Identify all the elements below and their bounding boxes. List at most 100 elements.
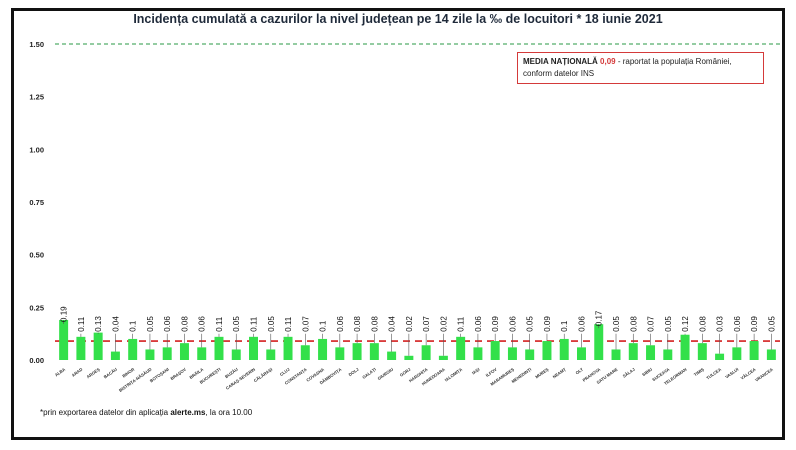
category-label-21: GORJ	[399, 366, 412, 377]
bar-25	[473, 347, 483, 360]
category-label-30: NEAMȚ	[552, 366, 567, 379]
value-label-38: 0.08	[698, 316, 707, 332]
value-label-5: 0.1	[129, 320, 138, 332]
footnote: *prin exportarea datelor din aplicația a…	[40, 408, 252, 417]
category-label-20: GIURGIU	[377, 367, 395, 381]
category-label-13: CĂLĂRAȘI	[253, 367, 274, 384]
bar-32	[594, 324, 604, 360]
bar-35	[646, 345, 656, 360]
y-tick-label: 1.25	[29, 93, 44, 102]
category-label-3: ARGEȘ	[86, 367, 101, 380]
bar-29	[542, 341, 552, 360]
category-label-8: BRAȘOV	[169, 367, 187, 381]
y-tick-label: 1.00	[29, 145, 44, 154]
footnote-source: alerte.ms	[170, 408, 206, 417]
bar-18	[352, 343, 362, 360]
category-label-31: OLT	[575, 366, 585, 375]
value-label-16: 0.1	[319, 320, 328, 332]
category-label-19: GALAȚI	[361, 367, 377, 380]
category-label-7: BOTOȘANI	[149, 367, 170, 384]
bar-2	[76, 336, 86, 360]
category-label-42: VRANCEA	[754, 367, 774, 383]
bar-15	[300, 345, 310, 360]
bar-5	[128, 338, 138, 360]
category-label-39: TULCEA	[705, 367, 722, 381]
bar-8	[179, 343, 189, 360]
bar-17	[335, 347, 345, 360]
value-label-42: 0.05	[767, 316, 776, 332]
footnote-suffix: , la ora 10.00	[205, 408, 253, 417]
value-label-40: 0.06	[733, 316, 742, 332]
value-label-13: 0.05	[267, 316, 276, 332]
value-label-6: 0.05	[146, 316, 155, 332]
value-label-41: 0.09	[750, 316, 759, 332]
category-label-29: MUREȘ	[534, 367, 549, 380]
category-label-40: VASLUI	[724, 367, 739, 380]
bar-39	[715, 353, 725, 360]
bar-12	[249, 336, 258, 360]
bar-10	[214, 336, 224, 360]
value-label-23: 0.02	[439, 316, 448, 332]
bar-9	[197, 347, 207, 360]
bar-20	[387, 351, 397, 360]
category-label-4: BACĂU	[103, 367, 118, 380]
category-label-24: IALOMIȚA	[444, 367, 463, 383]
bar-34	[628, 343, 638, 360]
bar-11	[231, 349, 241, 360]
bar-42	[766, 349, 776, 360]
value-label-7: 0.06	[163, 316, 172, 332]
value-label-25: 0.06	[474, 316, 483, 332]
y-tick-label: 1.50	[29, 40, 44, 49]
value-label-17: 0.06	[336, 316, 345, 332]
value-label-34: 0.08	[629, 316, 638, 332]
value-label-8: 0.08	[180, 316, 189, 332]
bar-37	[680, 334, 690, 360]
category-label-35: SIBIU	[641, 367, 653, 378]
bar-41	[749, 341, 759, 360]
bar-21	[404, 355, 414, 360]
value-label-2: 0.11	[77, 316, 86, 332]
bar-7	[162, 347, 172, 360]
bar-6	[145, 349, 155, 360]
category-label-18: DOLJ	[348, 366, 361, 377]
value-label-21: 0.02	[405, 316, 414, 332]
value-label-36: 0.05	[664, 316, 673, 332]
bar-38	[697, 343, 707, 360]
y-tick-label: 0.25	[29, 303, 44, 312]
value-label-26: 0.09	[491, 316, 500, 332]
value-label-35: 0.07	[647, 316, 656, 332]
value-label-19: 0.08	[370, 316, 379, 332]
footnote-prefix: *prin exportarea datelor din aplicația	[40, 408, 169, 417]
legend-rest: - raportat la populația României,	[617, 57, 732, 66]
legend-title: MEDIA NAȚIONALĂ	[523, 57, 598, 66]
bar-33	[611, 349, 621, 360]
bar-40	[732, 347, 742, 360]
category-label-38: TIMIȘ	[693, 367, 705, 378]
bar-19	[369, 343, 379, 360]
bar-16	[318, 338, 328, 360]
value-label-12: 0.11	[250, 316, 259, 332]
value-label-14: 0.11	[284, 316, 293, 332]
value-label-37: 0.12	[681, 316, 690, 332]
value-label-3: 0.13	[94, 316, 103, 332]
bar-36	[663, 349, 673, 360]
legend-line-2: conform datelor INS	[523, 69, 595, 78]
bar-4	[110, 351, 120, 360]
category-label-26: ILFOV	[485, 367, 498, 378]
value-label-29: 0.09	[543, 316, 552, 332]
value-label-39: 0.03	[716, 316, 725, 332]
bar-14	[283, 336, 293, 360]
category-label-5: BIHOR	[121, 367, 135, 379]
value-label-31: 0.06	[577, 316, 586, 332]
bar-22	[421, 345, 431, 360]
value-label-28: 0.05	[526, 316, 535, 332]
chart-title: Incidența cumulată a cazurilor la nivel …	[133, 12, 663, 26]
y-tick-label: 0.50	[29, 251, 44, 260]
legend-line-1: MEDIA NAȚIONALĂ 0,09 - raportat la popul…	[523, 56, 758, 68]
value-label-15: 0.07	[301, 316, 310, 332]
bar-23	[438, 355, 448, 360]
value-label-9: 0.06	[198, 316, 207, 332]
value-label-4: 0.04	[111, 316, 120, 332]
national-average-legend: MEDIA NAȚIONALĂ 0,09 - raportat la popul…	[517, 52, 764, 84]
value-label-18: 0.08	[353, 316, 362, 332]
